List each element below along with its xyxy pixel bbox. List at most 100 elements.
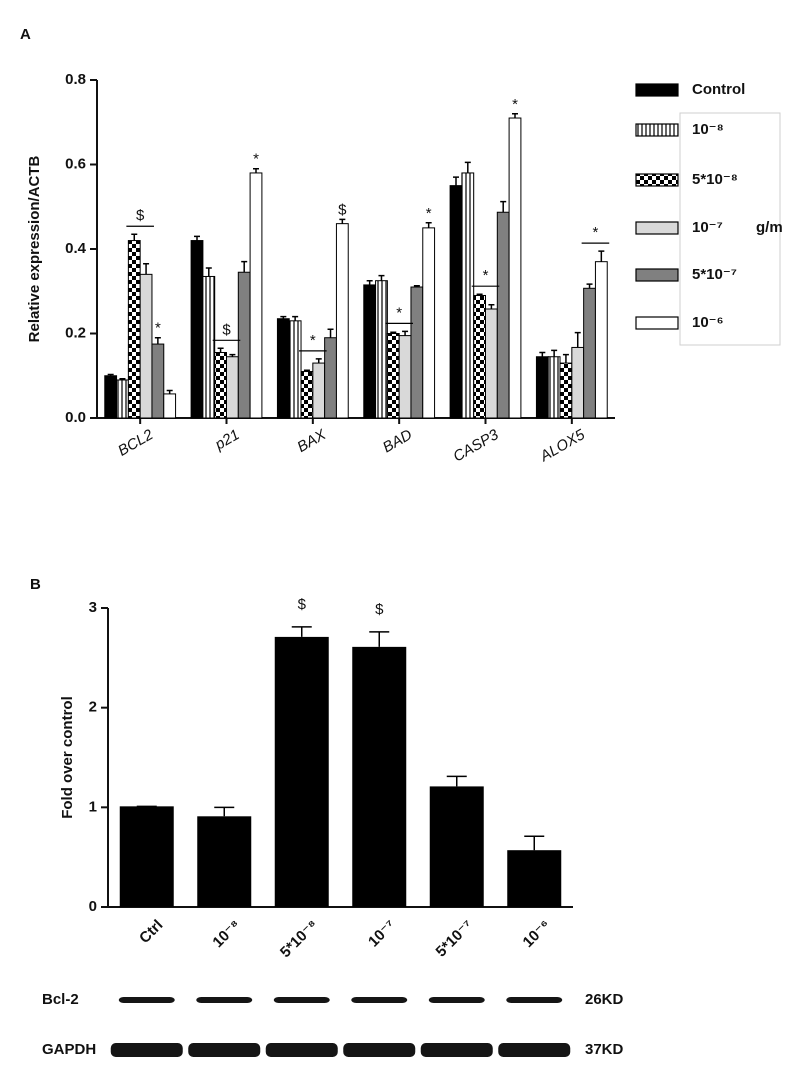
- error-bar: [476, 293, 483, 296]
- bar: [274, 636, 329, 907]
- x-tick-label: 5*10⁻⁷: [433, 917, 477, 961]
- error-bar: [253, 167, 259, 173]
- legend-label: Control: [692, 81, 745, 98]
- error-bar: [303, 369, 310, 372]
- error-bar: [369, 631, 390, 647]
- y-axis-title: Relative expression/ACTB: [26, 155, 43, 342]
- bar: [410, 286, 424, 419]
- error-bar: [453, 176, 459, 186]
- bar: [352, 646, 407, 907]
- legend-swatch: [635, 268, 679, 282]
- bar: [535, 356, 549, 419]
- y-tick-label: 0.6: [65, 155, 86, 172]
- legend-swatch: [635, 83, 679, 97]
- blot-band: [110, 1043, 183, 1057]
- error-bar: [366, 279, 373, 285]
- bar: [197, 816, 252, 907]
- error-bar: [131, 233, 138, 241]
- significance-marker: $: [298, 596, 307, 613]
- x-tick-label: 5*10⁻⁸: [277, 917, 321, 961]
- error-bar: [327, 328, 334, 338]
- legend-swatch: [635, 221, 679, 235]
- error-bar: [402, 330, 409, 336]
- blot-band: [273, 997, 330, 1003]
- error-bar: [413, 285, 420, 288]
- bar: [422, 227, 436, 419]
- x-tick-label: p21: [211, 426, 242, 454]
- y-tick-label: 0.4: [65, 240, 87, 257]
- significance-marker: $: [338, 201, 347, 218]
- error-bar: [292, 315, 299, 321]
- bar: [571, 346, 585, 419]
- bar: [429, 786, 484, 907]
- bar: [151, 343, 165, 419]
- bar: [547, 356, 561, 419]
- bar: [507, 850, 562, 907]
- error-bar: [378, 274, 385, 281]
- error-bar: [562, 353, 569, 364]
- x-tick-label: CASP3: [450, 426, 502, 466]
- significance-marker: $: [136, 207, 145, 224]
- blot-size: 26KD: [585, 991, 624, 1008]
- blot-label: GAPDH: [42, 1041, 96, 1058]
- error-bar: [500, 200, 507, 213]
- error-bar: [241, 260, 248, 273]
- error-bar: [339, 218, 346, 224]
- significance-marker: $: [222, 321, 231, 338]
- blot-label: Bcl-2: [42, 991, 79, 1008]
- bar: [375, 280, 388, 419]
- error-bar: [107, 373, 114, 376]
- bar: [237, 271, 251, 419]
- error-bar: [390, 331, 397, 334]
- significance-marker: $: [375, 601, 384, 618]
- legend-swatch: [635, 123, 679, 137]
- error-bar: [488, 304, 495, 309]
- bar: [119, 806, 174, 907]
- legend-label: 10⁻⁶: [692, 314, 724, 331]
- significance-marker: *: [310, 332, 316, 349]
- blot-band: [188, 1043, 261, 1057]
- error-bar: [205, 267, 212, 277]
- x-tick-label: 10⁻⁷: [365, 917, 399, 951]
- error-bar: [574, 331, 581, 348]
- bar: [386, 333, 400, 419]
- error-bar: [291, 626, 312, 637]
- x-tick-label: BCL2: [115, 426, 157, 460]
- error-bar: [194, 235, 200, 241]
- bar: [139, 273, 153, 419]
- bar: [559, 362, 573, 419]
- error-bar: [464, 161, 471, 173]
- x-tick-label: Ctrl: [136, 917, 166, 947]
- error-bar: [586, 283, 593, 289]
- x-tick-label: BAX: [294, 426, 329, 456]
- error-bar: [166, 389, 173, 394]
- y-tick-label: 1: [89, 798, 97, 815]
- blot-band: [265, 1043, 338, 1057]
- bar: [202, 275, 216, 419]
- bar: [190, 240, 204, 419]
- y-tick-label: 3: [89, 599, 97, 616]
- error-bar: [446, 775, 467, 787]
- blot-band: [118, 997, 175, 1003]
- y-tick-label: 0.2: [65, 324, 86, 341]
- blot-band: [343, 1043, 416, 1057]
- bar: [363, 284, 377, 419]
- bar: [594, 261, 608, 419]
- significance-marker: *: [593, 224, 599, 241]
- legend-label: 5*10⁻⁷: [692, 266, 737, 283]
- bar: [324, 337, 337, 419]
- bar: [461, 172, 475, 419]
- bar: [276, 318, 290, 419]
- significance-marker: *: [512, 96, 518, 113]
- y-tick-label: 0: [89, 898, 97, 915]
- x-tick-label: BAD: [380, 426, 415, 456]
- error-bar: [214, 806, 235, 817]
- error-bar: [315, 358, 322, 364]
- significance-marker: *: [155, 320, 161, 337]
- error-bar: [539, 351, 546, 357]
- y-tick-label: 0.0: [65, 409, 86, 426]
- legend-frame: [679, 112, 781, 346]
- significance-marker: *: [426, 205, 432, 222]
